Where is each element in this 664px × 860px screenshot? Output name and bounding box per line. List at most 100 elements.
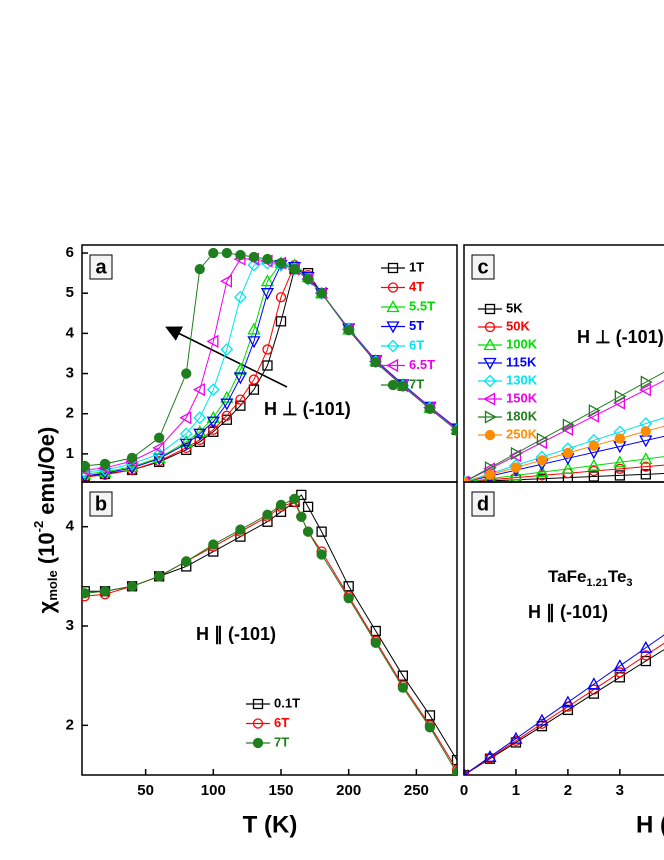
arrow (165, 326, 288, 388)
marker (192, 383, 205, 397)
marker (194, 263, 205, 275)
marker (640, 375, 653, 389)
legend-marker (387, 282, 399, 293)
marker (424, 710, 436, 721)
marker (613, 455, 627, 468)
legend-marker (484, 303, 496, 315)
marker (179, 411, 192, 425)
marker (220, 274, 233, 288)
series-line (464, 456, 664, 482)
marker (370, 625, 381, 637)
marker (275, 316, 287, 327)
marker (82, 465, 92, 479)
marker (397, 381, 408, 392)
legend-label: 6T (274, 715, 289, 730)
marker (639, 452, 653, 465)
marker (248, 251, 260, 263)
marker (370, 357, 381, 368)
legend-label: 5.5T (409, 298, 435, 313)
marker (613, 659, 627, 672)
legend-marker (484, 321, 496, 333)
y-tick-label: 4 (66, 324, 75, 341)
x-tick-label: 0 (460, 782, 468, 799)
marker (639, 640, 653, 653)
panel-label-box (471, 491, 495, 517)
y-tick-label: 2 (66, 405, 74, 422)
annotation: H ∥ (-101) (196, 624, 276, 645)
annotation: H ⊥ (-101) (264, 399, 351, 419)
marker (561, 461, 575, 474)
marker (247, 258, 261, 272)
series-line (464, 371, 664, 482)
marker (424, 403, 436, 415)
y-axis-label-part: emu/Oe) (34, 427, 59, 521)
panel-label: d (477, 493, 489, 515)
x-tick-label: 150 (268, 782, 293, 799)
marker (208, 539, 219, 550)
marker (152, 447, 166, 461)
y-axis-label-part: (10 (34, 532, 59, 570)
marker (588, 465, 600, 477)
marker (316, 526, 327, 537)
legend-marker (252, 698, 264, 710)
marker (296, 511, 307, 522)
legend-marker (387, 379, 399, 391)
legend-label: 115K (506, 354, 537, 369)
marker (509, 449, 522, 463)
marker (99, 458, 111, 470)
marker (248, 384, 260, 395)
legend-label: 1T (409, 259, 424, 274)
marker (154, 432, 165, 443)
legend-label: 6.5T (409, 357, 435, 372)
plot-area (82, 247, 457, 482)
marker (235, 394, 246, 405)
marker (206, 416, 220, 429)
marker (640, 426, 651, 437)
marker (98, 465, 112, 478)
marker (154, 571, 165, 582)
marker (221, 410, 233, 421)
marker (302, 273, 314, 285)
series-line (84, 268, 457, 477)
marker (588, 684, 600, 695)
marker (370, 637, 381, 649)
y-tick-label: 1 (66, 445, 74, 462)
legend-label: 130K (506, 372, 538, 387)
x-tick-label: 100 (201, 782, 226, 799)
marker (181, 368, 192, 379)
x-tick-label: 50 (137, 782, 154, 799)
marker (640, 469, 651, 480)
marker (275, 257, 287, 269)
legend-marker (386, 321, 400, 334)
marker (289, 263, 300, 275)
marker (343, 325, 354, 336)
marker (640, 650, 651, 661)
legend-label: 7T (409, 376, 424, 391)
marker (484, 752, 496, 764)
legend-label: 250K (506, 426, 538, 441)
legend-marker (387, 262, 399, 274)
legend-label: 6T (409, 337, 424, 352)
marker (397, 670, 408, 681)
formula-part: 1.21 (586, 577, 607, 589)
marker (509, 731, 523, 744)
legend-marker (252, 718, 264, 729)
y-axis-label-part: χ (34, 600, 59, 613)
marker (509, 468, 523, 481)
marker (233, 372, 247, 385)
x-tick-label: 200 (336, 782, 361, 799)
marker (588, 440, 600, 451)
marker (424, 722, 436, 733)
legend-marker (483, 357, 497, 370)
legend-label: 4T (409, 279, 424, 294)
legend-label: 180K (506, 408, 538, 423)
marker (262, 360, 273, 371)
marker (451, 764, 457, 775)
marker (451, 425, 457, 436)
marker (588, 404, 601, 418)
legend-label: 7T (274, 734, 289, 749)
plot-area (82, 489, 457, 775)
marker (206, 334, 219, 349)
marker (126, 452, 138, 464)
